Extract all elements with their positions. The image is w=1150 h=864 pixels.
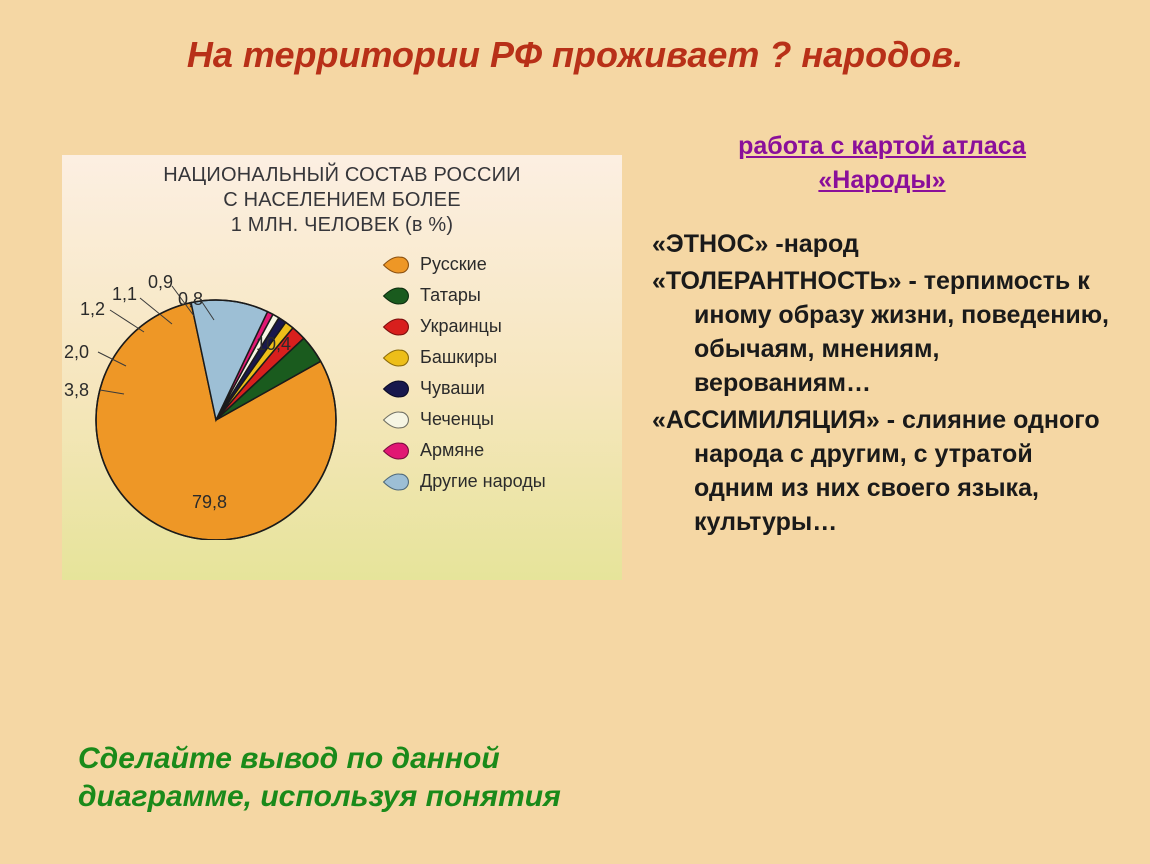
bottom-note: Сделайте вывод по данной диаграмме, испо… — [78, 740, 638, 815]
legend-drop-icon — [382, 317, 410, 337]
definition-item: «АССИМИЛЯЦИЯ» - слияние одного народа с … — [652, 404, 1112, 539]
legend-drop-icon — [382, 410, 410, 430]
definition-item: «ТОЛЕРАНТНОСТЬ» - терпимость к иному обр… — [652, 265, 1112, 400]
pie-slice-label: 1,2 — [80, 299, 105, 320]
pie-slice-label: 2,0 — [64, 342, 89, 363]
pie-chart: 0,90,81,21,12,03,810,479,8 — [86, 280, 346, 540]
legend-label: Украинцы — [420, 317, 502, 337]
legend-drop-icon — [382, 379, 410, 399]
bottom-note-line: диаграмме, используя понятия — [78, 780, 561, 813]
legend-drop-icon — [382, 348, 410, 368]
pie-slice-label: 3,8 — [64, 380, 89, 401]
legend-item: Другие народы — [382, 472, 612, 492]
pie-slice-label: 1,1 — [112, 284, 137, 305]
pie-slice-label: 79,8 — [192, 492, 227, 513]
definition-item: «ЭТНОС» -народ — [652, 228, 1112, 262]
right-column: работа с картой атласа «Народы» «ЭТНОС» … — [652, 130, 1112, 543]
pie-slice-label: 10,4 — [256, 334, 291, 355]
chart-title-line: НАЦИОНАЛЬНЫЙ СОСТАВ РОССИИ — [163, 164, 521, 186]
chart-title-line: С НАСЕЛЕНИЕМ БОЛЕЕ — [223, 189, 461, 211]
legend-item: Татары — [382, 286, 612, 306]
chart-panel: НАЦИОНАЛЬНЫЙ СОСТАВ РОССИИ С НАСЕЛЕНИЕМ … — [62, 155, 622, 580]
legend-drop-icon — [382, 472, 410, 492]
legend-item: Башкиры — [382, 348, 612, 368]
pie-slice-label: 0,8 — [178, 289, 203, 310]
bottom-note-line: Сделайте вывод по данной — [78, 742, 500, 775]
definitions: «ЭТНОС» -народ «ТОЛЕРАНТНОСТЬ» - терпимо… — [652, 228, 1112, 540]
legend-label: Русские — [420, 255, 487, 275]
legend-item: Чеченцы — [382, 410, 612, 430]
legend-drop-icon — [382, 441, 410, 461]
legend-label: Армяне — [420, 441, 484, 461]
pie-slice-label: 0,9 — [148, 272, 173, 293]
atlas-link[interactable]: работа с картой атласа «Народы» — [652, 130, 1112, 198]
legend-label: Чеченцы — [420, 410, 494, 430]
atlas-link-line: работа с картой атласа — [738, 132, 1026, 160]
legend-drop-icon — [382, 286, 410, 306]
legend-item: Украинцы — [382, 317, 612, 337]
legend-label: Другие народы — [420, 472, 546, 492]
legend-item: Армяне — [382, 441, 612, 461]
legend-label: Башкиры — [420, 348, 497, 368]
legend-label: Чуваши — [420, 379, 485, 399]
chart-title-line: 1 МЛН. ЧЕЛОВЕК (в %) — [231, 214, 454, 236]
legend-item: Чуваши — [382, 379, 612, 399]
chart-body: 0,90,8 1,2 1,1 2,0 3,8 10,4 79,8 Русские Татары… — [62, 238, 622, 568]
chart-legend: Русские Татары Украинцы Башкиры Чуваши Чеченц… — [382, 244, 612, 503]
legend-drop-icon — [382, 255, 410, 275]
slide: На территории РФ проживает ? народов. НА… — [0, 0, 1150, 864]
legend-label: Татары — [420, 286, 481, 306]
legend-item: Русские — [382, 255, 612, 275]
chart-title: НАЦИОНАЛЬНЫЙ СОСТАВ РОССИИ С НАСЕЛЕНИЕМ … — [62, 155, 622, 238]
atlas-link-line: «Народы» — [818, 166, 945, 194]
slide-title: На территории РФ проживает ? народов. — [0, 34, 1150, 76]
